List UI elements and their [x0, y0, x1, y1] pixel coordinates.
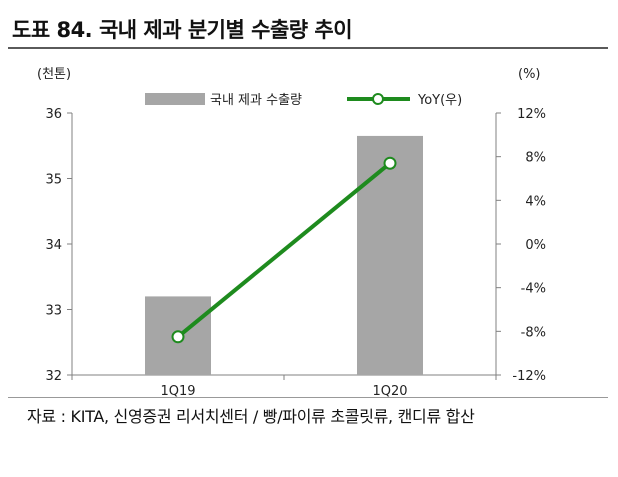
- source-divider: [8, 397, 608, 398]
- right-tick-label: 8%: [525, 151, 546, 166]
- tick-labels: 32 33 34 35 36 -12% -8% -4% 0% 4% 8% 12% 1Q19 1Q20: [45, 107, 546, 399]
- yoy-point: [171, 330, 185, 344]
- right-tick-label: 4%: [525, 194, 546, 209]
- bar: [357, 135, 423, 375]
- axes: [67, 112, 501, 380]
- yoy-point: [383, 156, 397, 170]
- left-tick-label: 33: [45, 304, 62, 319]
- right-tick-label: -12%: [512, 369, 546, 384]
- right-axis-unit: (%): [518, 67, 541, 82]
- left-tick-label: 36: [45, 107, 62, 122]
- line-series: [171, 156, 397, 344]
- right-tick-label: 0%: [525, 238, 546, 253]
- x-tick-label: 1Q19: [160, 384, 195, 399]
- x-tick-label: 1Q20: [372, 384, 407, 399]
- legend-line-marker: [372, 93, 384, 105]
- right-tick-label: -4%: [521, 282, 546, 297]
- legend: 국내 제과 수출량 YoY(우): [145, 93, 462, 108]
- legend-line-label: YoY(우): [417, 93, 462, 108]
- source-note: 자료 : KITA, 신영증권 리서치센터 / 빵/파이류 초콜릿류, 캔디류 …: [27, 407, 475, 426]
- left-axis-unit: (천톤): [37, 67, 71, 82]
- right-tick-label: 12%: [517, 107, 546, 122]
- left-tick-label: 32: [45, 369, 62, 384]
- legend-bar-swatch: [145, 93, 205, 105]
- left-tick-label: 34: [45, 238, 62, 253]
- yoy-line: [176, 161, 392, 339]
- chart-title: 도표 84. 국내 제과 분기별 수출량 추이: [12, 18, 353, 42]
- legend-bar-label: 국내 제과 수출량: [210, 93, 302, 108]
- right-tick-label: -8%: [521, 325, 546, 340]
- left-tick-label: 35: [45, 173, 62, 188]
- title-divider: [8, 47, 608, 49]
